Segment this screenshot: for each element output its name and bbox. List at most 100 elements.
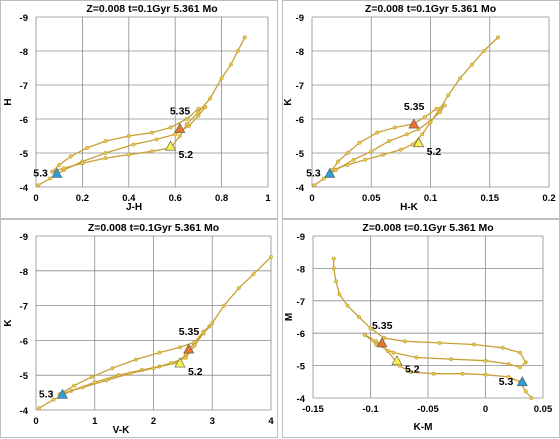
series-point — [50, 169, 55, 174]
mass-marker-5-35 — [174, 122, 186, 133]
series-point — [369, 149, 374, 154]
series-point — [408, 370, 413, 375]
series-line-1 — [314, 103, 447, 186]
x-tick-label: 0 — [309, 193, 314, 204]
y-axis-label: K — [3, 319, 14, 327]
series-point — [235, 49, 240, 54]
y-tick-label: -4 — [297, 394, 306, 405]
y-axis-label: K — [283, 98, 294, 106]
series-point — [61, 166, 66, 171]
mass-label: 5.2 — [405, 364, 420, 376]
series-point — [442, 103, 447, 108]
x-tick-label: 0.8 — [215, 193, 228, 204]
series-point — [36, 183, 41, 188]
series-point — [345, 150, 350, 155]
y-axis-label: M — [284, 313, 295, 321]
chart-panel-hk: 0 0.05 0.1 0.15 0.2 -9 -8 -7 -6 -5 -4 Z=0.008 t=0.1… — [282, 0, 560, 219]
series-point — [345, 303, 350, 308]
series-point — [398, 147, 403, 152]
y-tick-label: -8 — [20, 267, 28, 278]
series-point — [345, 162, 350, 167]
x-tick-label: -0.1 — [362, 404, 379, 415]
x-axis-label: H-K — [400, 202, 419, 213]
series-point — [431, 371, 436, 376]
x-tick-label: 0 — [483, 404, 488, 415]
mass-marker-5-3 — [324, 167, 336, 178]
y-tick-label: -5 — [20, 371, 29, 382]
y-tick-label: -7 — [20, 302, 28, 313]
series-point — [312, 183, 317, 188]
series-line-2 — [59, 256, 272, 395]
mass-label: 5.3 — [33, 167, 48, 179]
series-point — [210, 320, 215, 325]
series-point — [103, 150, 108, 155]
x-tick-label: 4 — [268, 416, 274, 427]
x-tick-label: 0.1 — [424, 193, 438, 204]
mass-marker-5-2 — [165, 140, 177, 151]
series-point — [127, 371, 132, 376]
series-point — [387, 139, 392, 144]
series-point — [173, 132, 178, 137]
series-point — [385, 349, 390, 354]
mass-label: 5.35 — [372, 320, 393, 332]
series-point — [149, 130, 154, 135]
series-point — [151, 366, 156, 371]
series-line-2 — [331, 36, 499, 171]
series-point — [437, 340, 442, 345]
series-point — [221, 303, 226, 308]
y-tick-label: -9 — [297, 232, 305, 243]
y-tick-label: -5 — [296, 149, 305, 160]
series-point — [362, 332, 367, 337]
mass-label: 5.35 — [404, 101, 425, 113]
series-point — [57, 162, 62, 167]
series-point — [357, 140, 362, 145]
y-tick-label: -4 — [20, 183, 29, 194]
x-tick-label: 3 — [210, 416, 215, 427]
series-point — [392, 125, 397, 130]
series-point — [236, 286, 241, 291]
series-point — [483, 358, 488, 363]
series-point — [47, 176, 52, 181]
y-tick-label: -6 — [296, 115, 304, 126]
chart-svg-vk: 0 1 2 3 4 -9 -8 -7 -6 -5 -4 Z=0.008 t=0.1Gyr 5.361 … — [3, 222, 274, 436]
series-point — [104, 378, 109, 383]
series-point — [402, 339, 407, 344]
mass-marker-5-2 — [391, 355, 403, 366]
chart-panel-km: -0.15 -0.1 -0.05 0 0.05 -9 -8 -7 -6 -5 -4 Z=0.008 t… — [282, 219, 560, 438]
series-point — [242, 35, 247, 40]
x-tick-label: 0.15 — [481, 193, 500, 204]
x-tick-label: -0.15 — [302, 404, 324, 415]
chart-panel-jh: 0 0.2 0.4 0.6 0.8 1 -9 -8 -7 -6 -5 -4 Z=0.008 t=0.1G… — [0, 0, 278, 219]
series-point — [517, 350, 522, 355]
series-point — [523, 360, 528, 365]
chart-title: Z=0.008 t=0.1Gyr 5.361 Mo — [365, 3, 496, 15]
series-point — [133, 357, 138, 362]
chart-svg-jh: 0 0.2 0.4 0.6 0.8 1 -9 -8 -7 -6 -5 -4 Z=0.008 t=0.1G… — [3, 3, 271, 213]
y-tick-label: -7 — [296, 81, 304, 92]
series-point — [269, 254, 274, 259]
x-tick-label: 0.05 — [534, 404, 553, 415]
series-point — [184, 116, 189, 121]
series-point — [192, 343, 197, 348]
series-point — [196, 110, 201, 115]
y-tick-label: -8 — [20, 47, 28, 58]
series-point — [375, 130, 380, 135]
mass-label: 5.2 — [179, 149, 194, 161]
series-point — [251, 272, 256, 277]
series-point — [363, 157, 368, 162]
series-point — [219, 76, 224, 81]
series-point — [183, 355, 188, 360]
mass-label: 5.3 — [499, 376, 514, 388]
series-point — [336, 159, 341, 164]
series-point — [80, 161, 85, 166]
x-axis-label: J-H — [126, 202, 142, 213]
y-tick-label: -7 — [20, 81, 28, 92]
series-point — [68, 154, 73, 159]
series-point — [448, 357, 453, 362]
y-tick-label: -9 — [20, 232, 28, 243]
x-tick-label: -0.05 — [417, 404, 439, 415]
mass-marker-5-3 — [516, 376, 528, 387]
x-tick-label: 0 — [33, 416, 38, 427]
y-tick-label: -4 — [296, 183, 305, 194]
series-point — [446, 93, 451, 98]
